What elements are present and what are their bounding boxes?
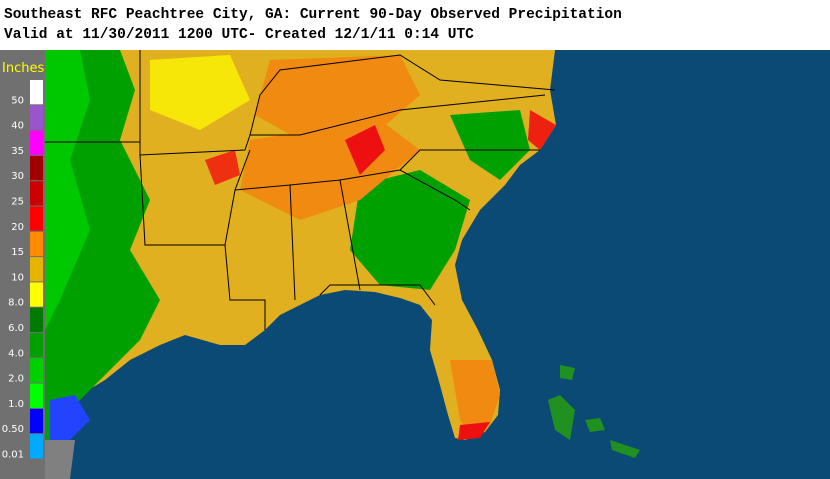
legend-swatch bbox=[30, 333, 43, 358]
legend-swatch bbox=[30, 105, 43, 130]
legend-swatch bbox=[30, 257, 43, 282]
land bbox=[45, 50, 556, 479]
legend-label: 0.01 bbox=[2, 450, 24, 461]
legend-label: 30 bbox=[11, 171, 24, 182]
legend-label: 0.50 bbox=[2, 424, 24, 435]
legend-swatch bbox=[30, 80, 43, 105]
legend-swatch bbox=[30, 231, 43, 257]
map-title: Southeast RFC Peachtree City, GA: Curren… bbox=[4, 7, 622, 23]
islands bbox=[548, 365, 640, 458]
precip-shading bbox=[45, 50, 556, 479]
legend-label: 10 bbox=[11, 272, 24, 283]
legend-label: 20 bbox=[11, 222, 24, 233]
legend-swatch bbox=[30, 206, 43, 231]
legend-swatch bbox=[30, 181, 43, 206]
legend-label: 6.0 bbox=[8, 323, 24, 334]
legend-swatch bbox=[30, 434, 43, 459]
legend-label: 4.0 bbox=[8, 348, 24, 359]
map bbox=[45, 50, 830, 479]
legend-label: 35 bbox=[11, 146, 24, 157]
legend-label: 25 bbox=[11, 197, 24, 208]
map-subtitle: Valid at 11/30/2011 1200 UTC- Created 12… bbox=[4, 27, 474, 43]
legend-label: 15 bbox=[11, 247, 24, 258]
state-lines bbox=[45, 50, 556, 330]
legend-label: 40 bbox=[11, 121, 24, 132]
legend-title: Inches bbox=[2, 61, 44, 76]
legend-swatch bbox=[30, 358, 43, 383]
legend-label: 50 bbox=[11, 95, 24, 106]
legend-swatch bbox=[30, 282, 43, 307]
header-band bbox=[0, 0, 830, 50]
legend-label: 1.0 bbox=[8, 399, 24, 410]
legend-swatch bbox=[30, 130, 43, 155]
legend-swatch bbox=[30, 155, 43, 181]
legend-label: 2.0 bbox=[8, 374, 24, 385]
legend-swatch bbox=[30, 383, 43, 408]
legend-swatch bbox=[30, 307, 43, 332]
legend-label: 8.0 bbox=[8, 298, 24, 309]
legend-swatch bbox=[30, 408, 43, 434]
